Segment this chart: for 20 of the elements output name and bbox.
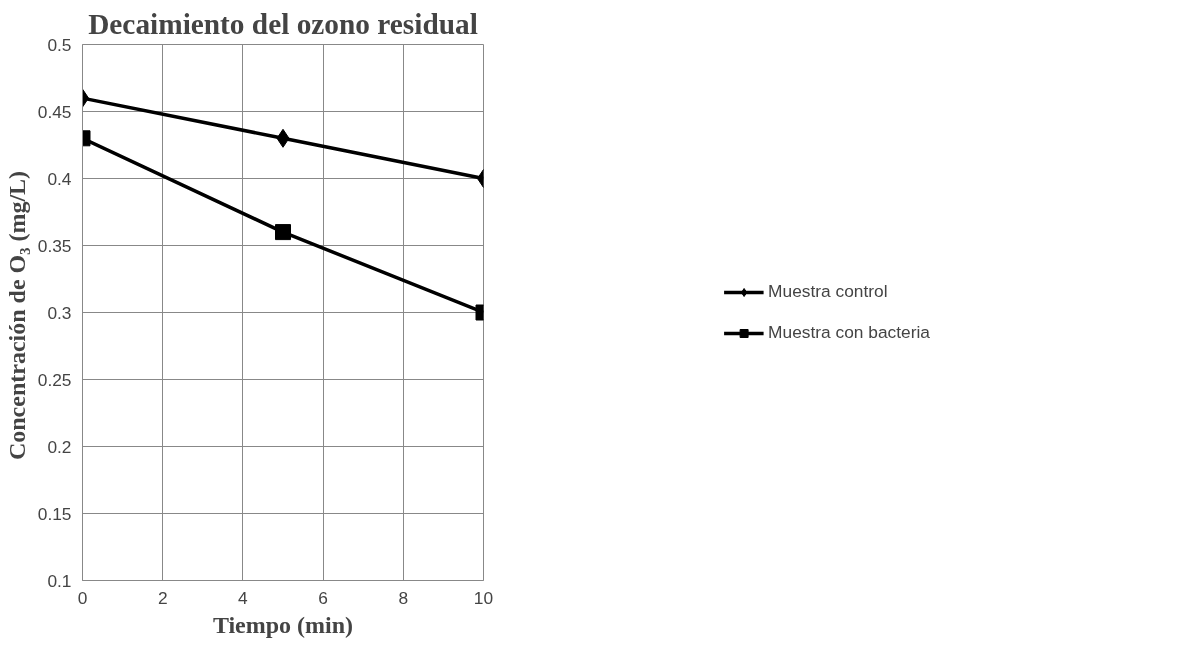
y-tick-label: 0.45 xyxy=(37,101,72,122)
x-tick-label: 6 xyxy=(318,587,328,608)
legend-label: Muestra con bacteria xyxy=(768,322,930,343)
x-tick-label: 10 xyxy=(473,587,494,608)
x-axis-title: Tiempo (min) xyxy=(212,611,354,638)
y-tick-label: 0.5 xyxy=(47,34,72,55)
x-tick-label: 0 xyxy=(77,587,88,608)
y-tick-label: 0.1 xyxy=(47,570,72,591)
y-axis-title: Concentración de O₃ (mg/L) xyxy=(3,170,30,461)
x-tick-label: 2 xyxy=(157,587,168,608)
y-tick-label: 0.4 xyxy=(47,168,72,189)
y-tick-label: 0.25 xyxy=(37,369,72,390)
y-tick-label: 0.35 xyxy=(37,235,72,256)
chart-title: Decaimiento del ozono residual xyxy=(88,7,478,40)
legend-label: Muestra control xyxy=(768,281,888,302)
x-tick-label: 8 xyxy=(398,587,409,608)
y-tick-label: 0.3 xyxy=(47,302,72,323)
y-tick-label: 0.2 xyxy=(47,436,72,457)
x-tick-label: 4 xyxy=(238,587,249,608)
y-tick-label: 0.15 xyxy=(37,503,72,524)
